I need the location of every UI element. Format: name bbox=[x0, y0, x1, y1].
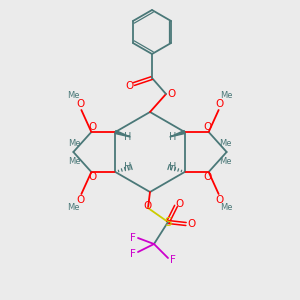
Text: Me: Me bbox=[220, 92, 233, 100]
Text: O: O bbox=[203, 122, 212, 132]
Text: Me: Me bbox=[67, 92, 80, 100]
Text: H: H bbox=[124, 132, 131, 142]
Text: F: F bbox=[130, 249, 136, 259]
Text: Me: Me bbox=[219, 139, 232, 148]
Text: O: O bbox=[176, 199, 184, 209]
Text: O: O bbox=[143, 201, 151, 211]
Text: H: H bbox=[169, 132, 176, 142]
Text: H: H bbox=[169, 162, 176, 172]
Text: Me: Me bbox=[68, 157, 81, 166]
Text: Me: Me bbox=[67, 203, 80, 212]
Text: Me: Me bbox=[68, 139, 81, 148]
Text: F: F bbox=[130, 233, 136, 243]
Text: O: O bbox=[125, 81, 133, 91]
Text: O: O bbox=[187, 219, 195, 229]
Text: O: O bbox=[76, 195, 85, 205]
Text: O: O bbox=[215, 99, 224, 109]
Text: O: O bbox=[167, 89, 175, 99]
Text: O: O bbox=[215, 195, 224, 205]
Text: O: O bbox=[88, 122, 97, 132]
Text: O: O bbox=[76, 99, 85, 109]
Text: O: O bbox=[203, 172, 212, 182]
Text: F: F bbox=[170, 255, 176, 265]
Text: S: S bbox=[164, 215, 172, 229]
Text: Me: Me bbox=[220, 203, 233, 212]
Text: H: H bbox=[124, 162, 131, 172]
Text: O: O bbox=[88, 172, 97, 182]
Polygon shape bbox=[115, 130, 130, 137]
Polygon shape bbox=[169, 130, 185, 137]
Text: Me: Me bbox=[219, 157, 232, 166]
